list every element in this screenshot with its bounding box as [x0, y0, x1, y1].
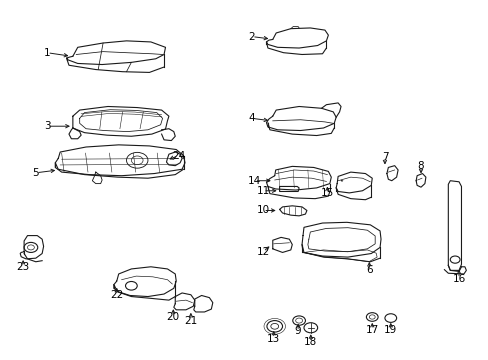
Text: 5: 5 [32, 168, 39, 178]
Text: 9: 9 [294, 326, 301, 336]
Text: 15: 15 [320, 188, 333, 198]
Text: 16: 16 [451, 274, 465, 284]
Text: 22: 22 [110, 291, 123, 301]
Text: 2: 2 [248, 32, 255, 41]
Text: 7: 7 [381, 152, 387, 162]
Text: 13: 13 [266, 333, 280, 343]
Text: 23: 23 [17, 262, 30, 272]
Text: 4: 4 [248, 113, 255, 123]
Text: 8: 8 [417, 161, 424, 171]
Text: 3: 3 [43, 121, 50, 131]
Text: 21: 21 [184, 316, 197, 325]
Text: 14: 14 [247, 176, 260, 186]
Text: 12: 12 [256, 247, 269, 257]
Text: 17: 17 [365, 325, 378, 335]
Text: 24: 24 [172, 150, 185, 161]
Text: 10: 10 [256, 206, 269, 216]
Text: 11: 11 [256, 186, 269, 196]
Text: 19: 19 [384, 325, 397, 335]
Text: 18: 18 [304, 337, 317, 347]
Text: 1: 1 [43, 48, 50, 58]
Text: 20: 20 [166, 312, 180, 322]
Text: 6: 6 [365, 265, 372, 275]
